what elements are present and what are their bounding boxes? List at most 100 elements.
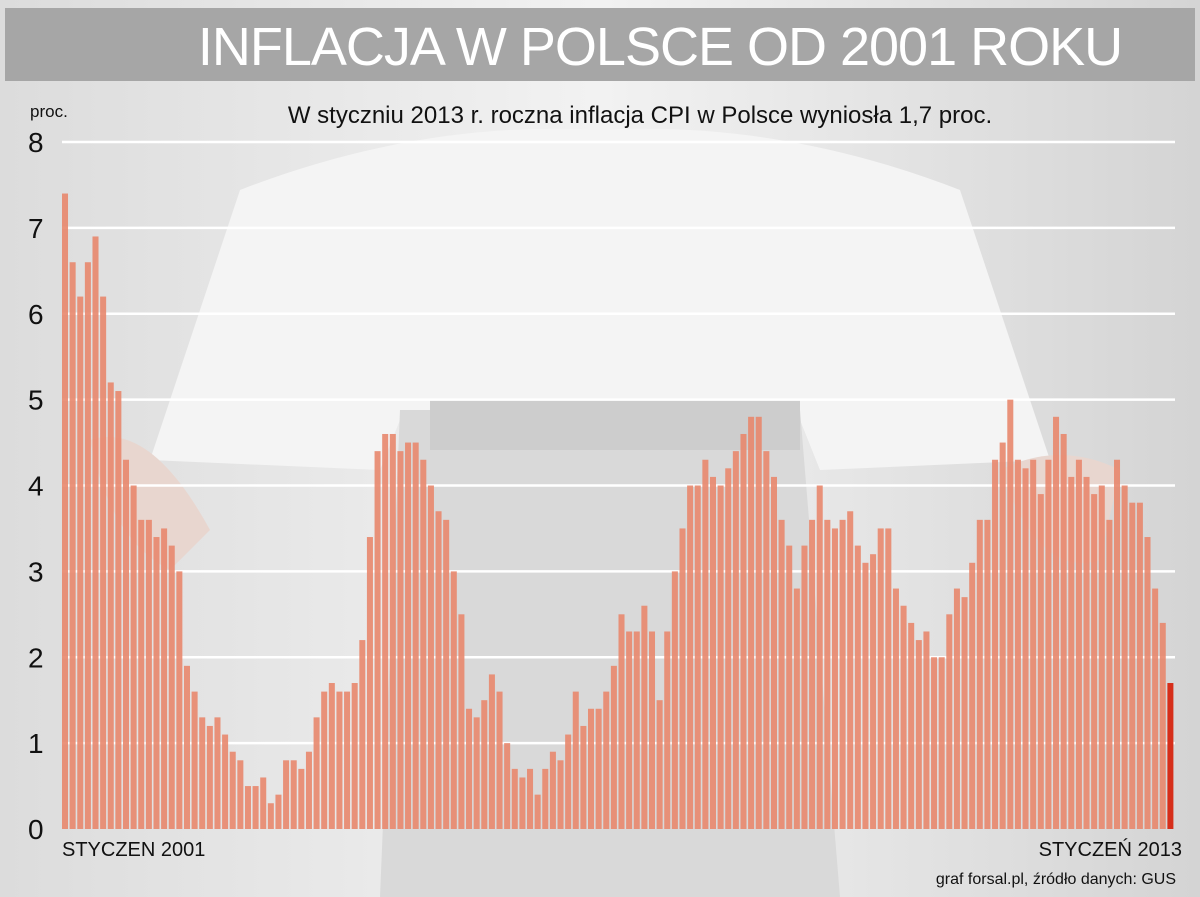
bar xyxy=(481,700,488,829)
bar xyxy=(382,433,389,829)
bar xyxy=(1068,476,1075,829)
bar xyxy=(595,708,602,829)
bar xyxy=(488,674,495,829)
bar xyxy=(603,691,610,829)
bar xyxy=(618,614,625,829)
bar xyxy=(763,451,770,829)
bar xyxy=(427,485,434,829)
bar xyxy=(549,751,556,829)
bar xyxy=(145,519,152,829)
bar xyxy=(191,691,198,829)
bar xyxy=(1045,459,1052,829)
bar xyxy=(900,605,907,829)
bar xyxy=(1030,459,1037,829)
bar xyxy=(1075,459,1082,829)
bar xyxy=(534,794,541,829)
bar xyxy=(847,511,854,829)
bar xyxy=(694,485,701,829)
bar xyxy=(328,683,335,829)
bar xyxy=(161,528,168,829)
bar xyxy=(1060,433,1067,829)
bar xyxy=(252,786,259,829)
bar xyxy=(717,485,724,829)
bar xyxy=(946,614,953,829)
bar xyxy=(1106,519,1113,829)
bar xyxy=(664,631,671,829)
bar xyxy=(1136,502,1143,829)
bar xyxy=(892,588,899,829)
bar xyxy=(557,760,564,829)
bar xyxy=(580,725,587,829)
bar xyxy=(626,631,633,829)
bar xyxy=(496,691,503,829)
bar xyxy=(298,768,305,829)
bar xyxy=(748,416,755,829)
bar xyxy=(793,588,800,829)
y-tick-label: 7 xyxy=(28,213,44,244)
bar xyxy=(504,743,511,830)
bar xyxy=(770,476,777,829)
bar xyxy=(1007,399,1014,830)
bar xyxy=(1121,485,1128,829)
bar xyxy=(1053,416,1060,829)
bar xyxy=(511,768,518,829)
bar xyxy=(725,468,732,829)
y-axis-ticks: 0 1 2 3 4 5 6 7 8 xyxy=(28,127,44,845)
bar xyxy=(816,485,823,829)
bar xyxy=(130,485,137,829)
bar xyxy=(313,717,320,829)
bar xyxy=(62,193,69,829)
bars xyxy=(62,193,1174,830)
bar xyxy=(992,459,999,829)
bar xyxy=(527,768,534,829)
source-note: graf forsal.pl, źródło danych: GUS xyxy=(936,871,1176,888)
bar xyxy=(923,631,930,829)
bar xyxy=(953,588,960,829)
bar xyxy=(100,296,107,829)
bar xyxy=(443,519,450,829)
y-tick-label: 2 xyxy=(28,642,44,673)
bar xyxy=(69,262,76,830)
bar xyxy=(168,545,175,829)
bar xyxy=(938,657,945,829)
bar xyxy=(565,734,572,829)
y-tick-label: 4 xyxy=(28,471,44,502)
bar xyxy=(336,691,343,829)
bar xyxy=(321,691,328,829)
bar-latest xyxy=(1167,683,1174,829)
bar xyxy=(542,768,549,829)
bar xyxy=(115,391,122,829)
bar xyxy=(344,691,351,829)
bar xyxy=(1022,468,1029,829)
bar xyxy=(519,777,526,829)
bar xyxy=(473,717,480,829)
bar xyxy=(862,562,869,829)
bar xyxy=(153,537,160,829)
bar xyxy=(976,519,983,829)
bar xyxy=(1159,622,1166,829)
bar xyxy=(351,683,358,829)
bar xyxy=(908,622,915,829)
bar xyxy=(671,571,678,830)
bar xyxy=(633,631,640,829)
bar xyxy=(458,614,465,829)
bar xyxy=(969,562,976,829)
bar xyxy=(92,236,99,829)
bar xyxy=(656,700,663,829)
bar xyxy=(740,433,747,829)
bar xyxy=(1114,459,1121,829)
bar xyxy=(610,665,617,829)
chart-title: INFLACJA W POLSCE OD 2001 ROKU xyxy=(197,17,1123,77)
bar xyxy=(709,476,716,829)
bar xyxy=(183,665,190,829)
bar xyxy=(466,708,473,829)
bar xyxy=(885,528,892,829)
chart-subtitle: W styczniu 2013 r. roczna inflacja CPI w… xyxy=(288,102,992,129)
bar xyxy=(77,296,84,829)
bar xyxy=(1129,502,1136,829)
bar xyxy=(260,777,267,829)
bar xyxy=(122,459,130,829)
bar xyxy=(984,519,991,829)
bar xyxy=(267,803,274,829)
bar xyxy=(214,717,221,829)
